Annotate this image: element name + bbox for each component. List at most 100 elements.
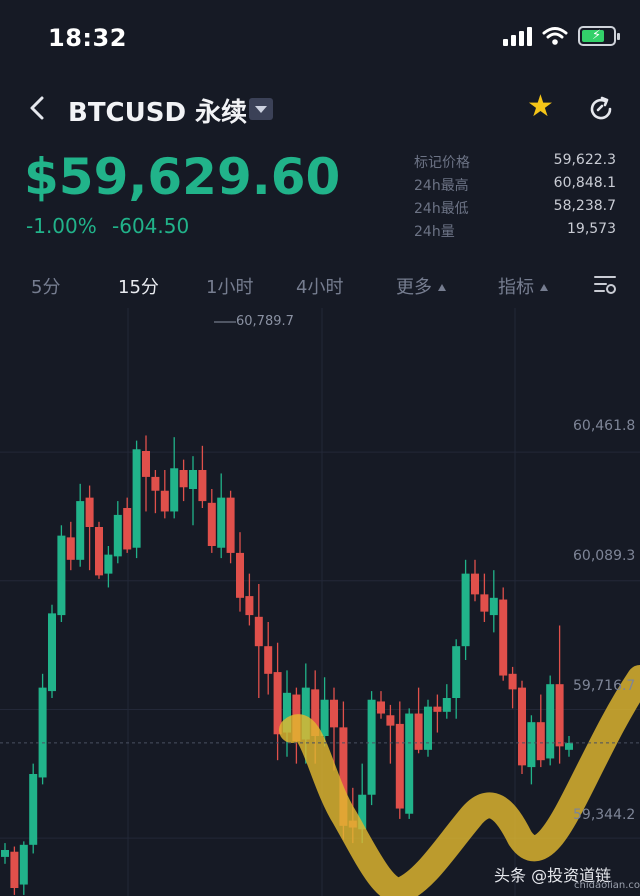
stat-value: 60,848.1 <box>553 175 616 191</box>
high-marker-label: 60,789.7 <box>236 314 294 329</box>
tab-more[interactable]: 更多 <box>396 273 446 299</box>
candle-body <box>527 722 536 768</box>
battery-icon: ⚡ <box>578 26 620 46</box>
timeframe-tabs: 5分 15分 1小时 4小时 更多 指标 <box>0 268 640 302</box>
price-axis-label: 59,716.7 <box>573 678 636 694</box>
watermark: 头条 @投资道链 <box>494 866 612 885</box>
candle-body <box>386 715 395 726</box>
candle-body <box>207 502 216 546</box>
refresh-icon[interactable] <box>586 94 616 124</box>
stat-24h-high: 24h最高 60,848.1 <box>414 175 616 198</box>
stat-24h-volume: 24h量 19,573 <box>414 221 616 244</box>
candle-body <box>10 851 19 888</box>
candle-body <box>132 449 141 548</box>
tab-indicator-label: 指标 <box>498 277 534 298</box>
candle-body <box>555 684 564 747</box>
candle-body <box>142 451 150 477</box>
tab-5m[interactable]: 5分 <box>31 277 61 298</box>
candle-body <box>189 470 197 489</box>
last-price: $59,629.60 <box>24 148 341 206</box>
candles <box>1 435 573 895</box>
chart-canvas[interactable] <box>0 308 640 896</box>
candle-body <box>565 742 573 750</box>
wifi-icon <box>542 27 568 45</box>
candle-body <box>273 672 282 735</box>
candle-body <box>461 573 470 647</box>
tab-15m[interactable]: 15分 <box>118 277 159 298</box>
more-caret-icon <box>438 284 446 291</box>
candle-body <box>66 537 75 560</box>
candle-body <box>471 573 479 595</box>
candlestick-chart[interactable]: 60,461.8 60,089.3 59,716.7 59,344.2 60,7… <box>0 308 640 896</box>
price-axis-label: 60,461.8 <box>573 418 636 434</box>
stat-label: 24h量 <box>414 224 455 240</box>
candle-body <box>518 687 526 766</box>
candle-body <box>414 713 423 750</box>
instrument-dropdown-icon[interactable] <box>249 98 273 120</box>
candle-body <box>236 552 244 598</box>
tab-1h[interactable]: 1小时 <box>206 277 254 298</box>
tab-indicator[interactable]: 指标 <box>498 273 548 299</box>
stat-label: 24h最低 <box>414 201 469 217</box>
candle-body <box>170 468 179 512</box>
candle-body <box>95 527 103 576</box>
stat-value: 59,622.3 <box>553 152 616 168</box>
candle-body <box>283 692 291 733</box>
stat-label: 24h最高 <box>414 178 469 194</box>
watermark-url: chidaolian.com <box>574 880 640 891</box>
candle-body <box>264 646 273 674</box>
candle-body <box>424 706 432 750</box>
candle-body <box>57 535 66 616</box>
candle-body <box>377 701 385 714</box>
price-axis-label: 59,344.2 <box>573 807 636 823</box>
tab-more-label: 更多 <box>396 277 432 298</box>
instrument-title[interactable]: BTCUSD 永续 <box>68 98 248 128</box>
stat-mark-price: 标记价格 59,622.3 <box>414 152 616 175</box>
back-arrow-icon[interactable] <box>24 94 52 122</box>
price-curve-annotation <box>279 665 640 896</box>
candle-body <box>311 689 320 736</box>
candle-body <box>217 497 226 548</box>
candle-body <box>226 497 235 553</box>
candle-body <box>254 616 263 647</box>
candle-body <box>339 727 348 826</box>
candle-body <box>489 597 498 616</box>
change-amount: -604.50 <box>112 214 190 238</box>
favorite-star-icon[interactable]: ★ <box>527 89 554 124</box>
candle-body <box>160 490 169 512</box>
candle-body <box>179 470 188 488</box>
cellular-signal-icon <box>503 26 532 46</box>
candle-body <box>367 699 376 795</box>
change-percent: -1.00% <box>26 214 97 238</box>
chart-settings-icon[interactable] <box>592 272 618 298</box>
status-bar: 18:32 ⚡ <box>0 0 640 76</box>
candle-body <box>245 596 254 616</box>
candle-body <box>123 508 132 550</box>
candle-body <box>38 687 47 778</box>
status-time: 18:32 <box>48 24 127 52</box>
candle-body <box>301 687 310 740</box>
stat-label: 标记价格 <box>414 155 470 171</box>
candle-body <box>405 713 414 814</box>
candle-body <box>76 501 85 560</box>
tab-4h[interactable]: 4小时 <box>296 277 344 298</box>
stat-value: 58,238.7 <box>553 198 616 214</box>
candle-body <box>546 684 555 759</box>
candle-body <box>508 673 517 690</box>
candle-body <box>104 554 113 574</box>
candle-body <box>320 699 329 736</box>
candle-body <box>85 497 94 527</box>
indicator-caret-icon <box>540 284 548 291</box>
price-axis-label: 60,089.3 <box>573 548 636 564</box>
candle-body <box>536 722 545 761</box>
candle-body <box>442 698 451 712</box>
candle-body <box>1 850 9 857</box>
candle-body <box>433 706 442 712</box>
candle-body <box>395 723 404 809</box>
candle-body <box>198 470 207 502</box>
chart-grid <box>0 308 640 896</box>
candle-body <box>330 699 338 728</box>
candle-body <box>480 594 489 612</box>
candle-body <box>48 613 56 692</box>
instrument-header: BTCUSD 永续 ★ <box>0 84 640 134</box>
